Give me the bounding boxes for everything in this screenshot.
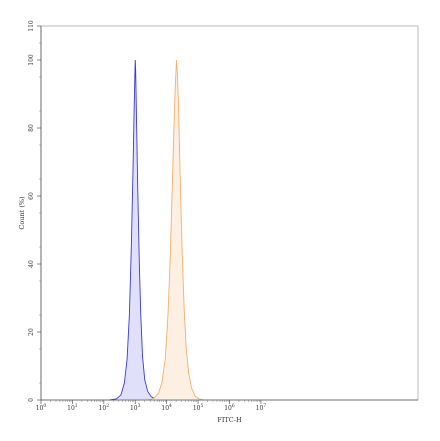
x-tick-label: 107 [256, 403, 267, 412]
x-tick-label: 104 [161, 403, 172, 412]
y-tick-label: 20 [28, 328, 35, 336]
histogram-fill-2 [147, 60, 204, 400]
y-tick-label: 0 [28, 398, 35, 402]
x-tick-label: 103 [130, 403, 141, 412]
histogram-line-1 [109, 59, 160, 401]
x-tick-label: 102 [99, 403, 110, 412]
x-axis-title: FITC-H [217, 416, 242, 424]
x-tick-layer: 100 101 102 103 104 105 106 107 [36, 400, 267, 412]
y-tick-label: 40 [28, 260, 35, 268]
y-tick-layer: 0 20 40 60 80 100 110 [28, 20, 41, 402]
histogram-fill-1 [109, 60, 160, 400]
plot-frame [40, 25, 419, 401]
x-tick-label: 105 [193, 403, 204, 412]
y-tick-label: 80 [28, 124, 35, 132]
x-tick-label: 106 [224, 403, 235, 412]
histogram-line-2 [147, 59, 204, 401]
x-tick-label: 101 [67, 403, 78, 412]
y-tick-label: 60 [28, 192, 35, 200]
series-layer [109, 59, 204, 401]
y-axis-title: Count (%) [18, 196, 26, 230]
x-tick-label: 100 [36, 403, 47, 412]
y-tick-label: 110 [28, 20, 35, 32]
y-tick-label: 100 [28, 54, 35, 66]
